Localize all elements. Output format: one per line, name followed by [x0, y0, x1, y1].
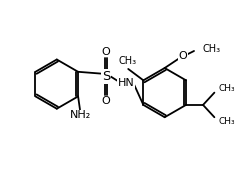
Text: CH₃: CH₃: [203, 44, 221, 54]
Text: CH₃: CH₃: [218, 84, 235, 93]
Text: CH₃: CH₃: [218, 116, 235, 126]
Text: O: O: [178, 51, 187, 61]
Text: O: O: [102, 96, 110, 106]
Text: HN: HN: [118, 78, 134, 88]
Text: O: O: [102, 47, 110, 57]
Text: CH₃: CH₃: [118, 56, 136, 66]
Text: S: S: [102, 70, 110, 83]
Text: NH₂: NH₂: [70, 110, 92, 120]
